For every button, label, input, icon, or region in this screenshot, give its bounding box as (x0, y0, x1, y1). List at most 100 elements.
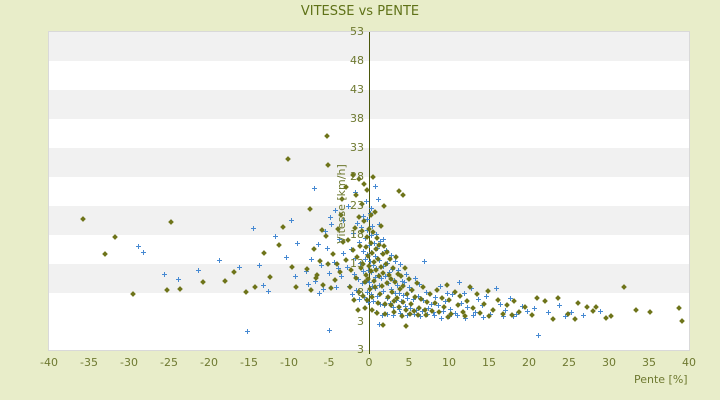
data-point-serie-1-bleu (403, 304, 408, 309)
data-point-serie-2-olive (529, 311, 536, 318)
y-axis-title: Vitesse [km/h] (335, 164, 348, 244)
data-point-serie-1-bleu (371, 262, 376, 268)
x-tick-label: 30 (602, 356, 616, 369)
data-point-serie-1-bleu (324, 246, 330, 252)
data-point-serie-1-bleu (494, 286, 500, 291)
data-point-serie-2-olive (516, 308, 523, 315)
data-point-serie-1-bleu (598, 308, 604, 314)
y-tick-label: 43 (350, 82, 364, 96)
data-point-serie-1-bleu (367, 279, 372, 285)
data-point-serie-2-olive (510, 297, 517, 304)
plot-area: 53 48 43 38 33 28 23 18 13 8 3 3 -40 -35 -30 -25 -20 -15… (40, 26, 696, 386)
x-axis-title: Pente [%] (634, 373, 688, 386)
data-point-serie-1-bleu (323, 229, 328, 235)
x-tick-label: 10 (442, 356, 456, 369)
data-point-serie-1-bleu (372, 275, 378, 280)
data-point-serie-1-bleu (237, 264, 243, 270)
data-point-serie-1-bleu (405, 295, 411, 301)
data-point-serie-2-olive (111, 234, 118, 240)
data-point-serie-1-bleu (339, 274, 344, 280)
data-point-serie-1-bleu (361, 268, 367, 274)
data-point-serie-1-bleu (135, 244, 141, 250)
data-point-serie-1-bleu (344, 265, 350, 271)
data-point-serie-1-bleu (440, 308, 446, 314)
y-tick-label: 8 (357, 285, 364, 299)
data-point-serie-2-olive (402, 323, 409, 330)
data-point-serie-2-olive (276, 242, 283, 249)
data-point-serie-2-olive (554, 295, 561, 302)
data-point-serie-1-bleu (391, 304, 396, 310)
data-point-serie-1-bleu (336, 236, 342, 242)
data-point-serie-1-bleu (397, 290, 403, 296)
x-tick-label: 35 (642, 356, 656, 369)
chart-title: VITESSE vs PENTE (300, 4, 420, 19)
data-point-serie-1-bleu (363, 198, 369, 204)
data-point-serie-1-bleu (445, 290, 451, 296)
data-point-serie-1-bleu (568, 310, 574, 316)
data-point-serie-1-bleu (439, 316, 444, 322)
data-point-serie-1-bleu (288, 217, 294, 223)
data-point-serie-1-bleu (335, 266, 341, 272)
data-point-serie-1-bleu (295, 241, 300, 247)
data-point-serie-1-bleu (360, 213, 366, 219)
data-point-serie-1-bleu (333, 207, 339, 213)
data-point-serie-2-olive (550, 316, 556, 323)
y-tick-label: 33 (350, 140, 364, 154)
data-point-serie-1-bleu (525, 308, 531, 314)
data-point-serie-2-olive (571, 315, 578, 322)
data-point-serie-1-bleu (363, 256, 368, 262)
y-tick-label: 38 (350, 111, 364, 125)
data-point-serie-1-bleu (546, 310, 552, 316)
data-point-serie-1-bleu (471, 312, 476, 318)
data-point-serie-1-bleu (535, 332, 541, 338)
data-point-serie-2-olive (678, 317, 685, 324)
data-point-serie-1-bleu (351, 272, 357, 278)
data-point-serie-1-bleu (417, 282, 423, 287)
data-point-serie-1-bleu (443, 298, 448, 304)
data-point-serie-2-olive (130, 291, 136, 298)
data-point-serie-2-olive (534, 295, 540, 301)
y-tick-label: 28 (350, 169, 364, 183)
data-point-serie-1-bleu (414, 308, 420, 313)
data-point-serie-1-bleu (438, 284, 444, 290)
data-point-serie-1-bleu (366, 299, 372, 305)
data-point-serie-1-bleu (359, 224, 364, 230)
data-point-serie-2-olive (481, 300, 488, 307)
data-point-serie-1-bleu (580, 313, 586, 319)
data-point-serie-1-bleu (402, 280, 408, 286)
x-tick-label: -10 (280, 356, 298, 369)
x-tick-label: 20 (522, 356, 536, 369)
data-point-serie-2-olive (324, 133, 331, 140)
x-tick-label: -20 (200, 356, 218, 369)
data-point-serie-1-bleu (426, 306, 432, 312)
data-point-serie-1-bleu (433, 295, 439, 301)
data-point-serie-1-bleu (372, 254, 378, 260)
data-point-serie-2-olive (354, 307, 361, 313)
data-point-serie-1-bleu (334, 284, 340, 290)
data-point-serie-1-bleu (367, 243, 372, 249)
data-point-serie-2-olive (350, 247, 356, 254)
data-point-serie-1-bleu (327, 327, 332, 333)
x-tick-label: 0 (365, 356, 373, 369)
data-point-serie-1-bleu (346, 204, 352, 210)
data-point-serie-1-bleu (244, 328, 250, 334)
data-point-serie-1-bleu (465, 305, 471, 311)
data-point-serie-1-bleu (351, 231, 356, 236)
data-point-serie-1-bleu (380, 288, 386, 294)
data-point-serie-1-bleu (327, 271, 332, 276)
data-point-serie-1-bleu (501, 313, 507, 319)
data-point-serie-1-bleu (557, 303, 563, 309)
data-point-serie-1-bleu (428, 302, 434, 308)
y-tick-label: 18 (350, 227, 364, 241)
data-point-serie-2-olive (261, 249, 268, 256)
data-point-serie-1-bleu (511, 314, 516, 320)
data-point-serie-1-bleu (378, 301, 384, 307)
data-point-serie-2-olive (486, 313, 492, 320)
data-point-serie-1-bleu (456, 280, 462, 286)
data-point-serie-2-olive (542, 297, 548, 304)
zero-axis-line (369, 32, 370, 354)
data-point-serie-1-bleu (357, 297, 363, 302)
data-point-serie-1-bleu (350, 291, 356, 297)
data-point-serie-1-bleu (272, 233, 278, 239)
data-point-serie-1-bleu (381, 264, 387, 269)
